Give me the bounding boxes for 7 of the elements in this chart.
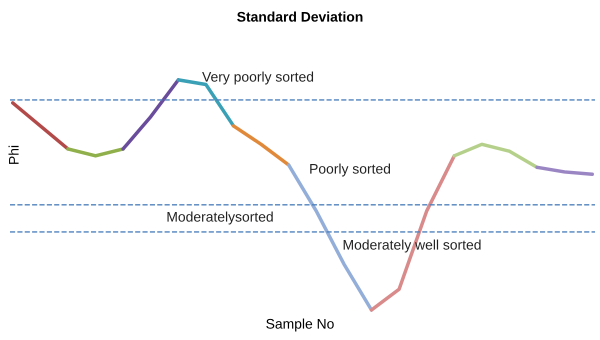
x-axis-title: Sample No bbox=[266, 318, 334, 332]
annotation: Moderatelysorted bbox=[167, 212, 273, 224]
annotation: Very poorly sorted bbox=[202, 72, 314, 84]
y-axis-title: Phi bbox=[8, 146, 19, 164]
chart-title: Standard Deviation bbox=[237, 12, 362, 22]
annotation: Poorly sorted bbox=[310, 164, 390, 176]
annotation: Moderately well sorted bbox=[344, 240, 481, 252]
